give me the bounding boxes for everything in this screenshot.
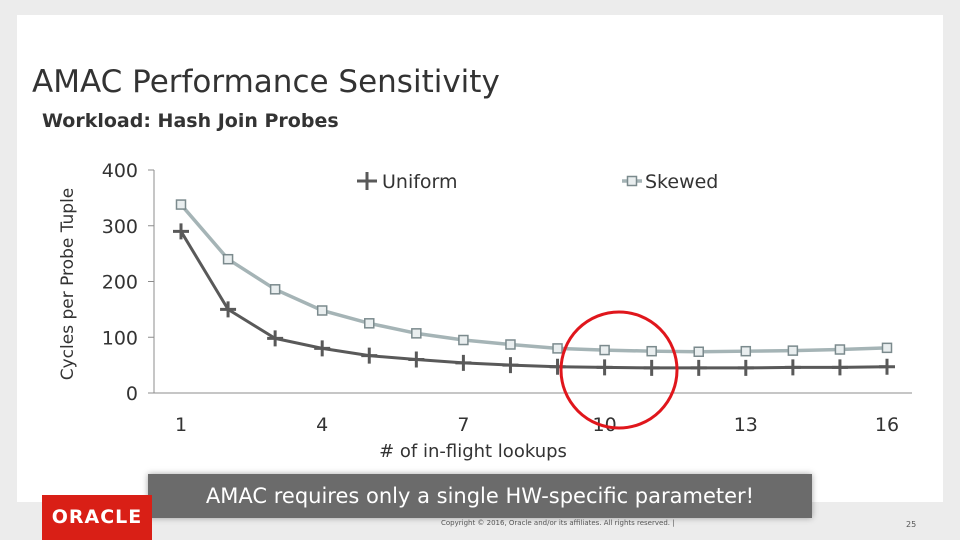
y-tick-label: 300	[102, 216, 138, 238]
legend-skewed-marker	[626, 175, 638, 187]
uniform-point	[173, 223, 189, 240]
highlight-ellipse	[559, 310, 679, 430]
copyright-notice: Copyright © 2016, Oracle and/or its affi…	[441, 519, 675, 527]
skewed-point	[599, 344, 610, 356]
y-tick-label: 200	[102, 272, 138, 294]
uniform-point	[549, 358, 566, 375]
series-line-skewed	[179, 203, 888, 354]
skewed-point	[740, 345, 752, 357]
uniform-point	[879, 358, 895, 375]
skewed-point	[458, 334, 469, 346]
legend-uniform-marker	[357, 172, 377, 190]
legend-skewed-label: Skewed	[645, 171, 718, 193]
skewed-point	[834, 344, 846, 355]
uniform-point	[267, 330, 284, 347]
x-tick-label: 1	[175, 414, 187, 436]
x-axis-title: # of in-flight lookups	[379, 441, 567, 462]
series-line-uniform	[179, 230, 888, 370]
y-tick-label: 0	[126, 383, 138, 405]
skewed-point	[693, 346, 704, 357]
uniform-point	[690, 359, 707, 376]
skewed-point	[411, 328, 422, 339]
callout-banner: AMAC requires only a single HW-specific …	[148, 474, 812, 518]
skewed-point	[269, 284, 281, 295]
uniform-point	[220, 301, 237, 318]
y-tick-label: 100	[102, 327, 138, 349]
skewed-point	[364, 318, 375, 329]
skewed-point	[175, 199, 187, 210]
skewed-point	[646, 345, 657, 357]
uniform-point	[408, 351, 425, 368]
uniform-point	[737, 359, 754, 376]
skewed-point	[222, 253, 234, 265]
page-number: 25	[906, 520, 917, 529]
slide-canvas	[17, 15, 943, 502]
x-tick-label: 16	[875, 414, 899, 436]
uniform-point	[643, 359, 660, 376]
slide-title: AMAC Performance Sensitivity	[32, 64, 500, 100]
x-tick-label: 13	[734, 414, 758, 436]
skewed-point	[787, 345, 799, 356]
uniform-point	[314, 340, 331, 357]
uniform-point	[596, 359, 613, 376]
uniform-point	[831, 359, 848, 376]
x-tick-label: 7	[457, 414, 469, 436]
y-axis-title: Cycles per Probe Tuple	[58, 188, 78, 381]
skewed-point	[316, 305, 328, 316]
uniform-point	[361, 347, 378, 364]
slide-subtitle: Workload: Hash Join Probes	[42, 110, 339, 132]
uniform-point	[455, 354, 472, 371]
uniform-point	[784, 359, 801, 376]
y-tick-label: 400	[102, 160, 138, 182]
uniform-point	[502, 357, 519, 374]
skewed-point	[552, 343, 563, 354]
x-tick-label: 4	[316, 414, 328, 436]
skewed-point	[881, 342, 893, 354]
legend-uniform-label: Uniform	[382, 171, 458, 193]
oracle-logo: ORACLE	[42, 495, 152, 540]
skewed-point	[505, 339, 516, 350]
